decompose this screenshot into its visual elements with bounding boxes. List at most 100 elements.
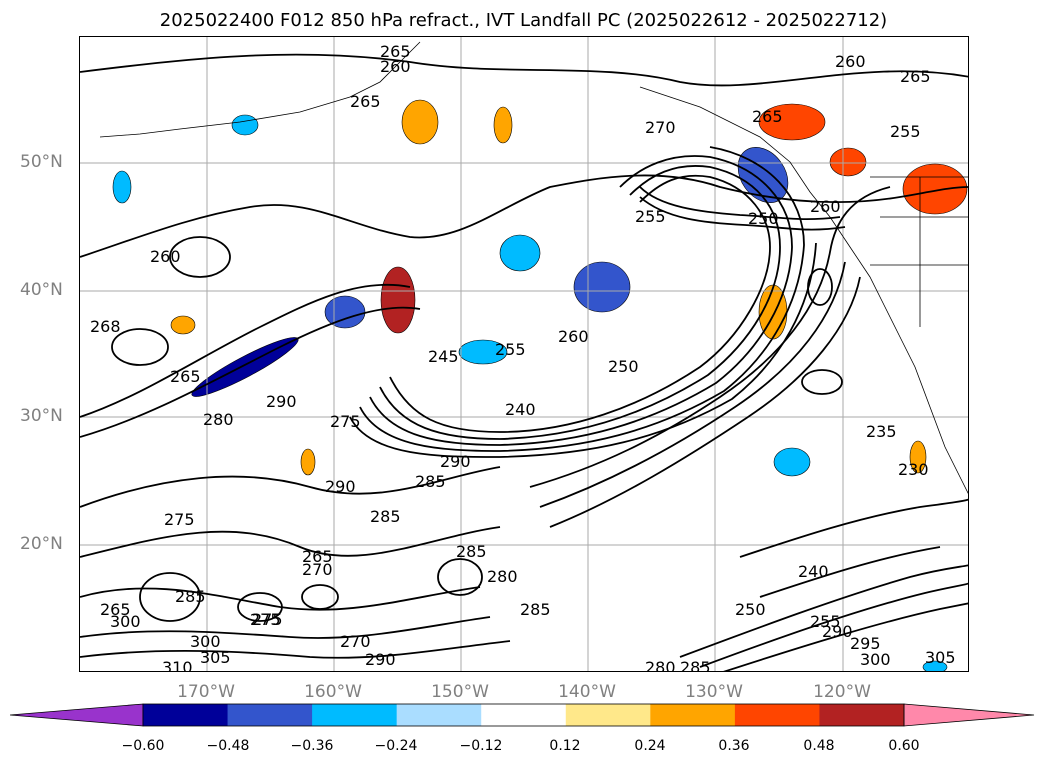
contour-label: 290 xyxy=(266,392,297,411)
lon-label-140w: 140°W xyxy=(558,682,616,702)
map-title: 2025022400 F012 850 hPa refract., IVT La… xyxy=(159,10,888,31)
colorbar-bin xyxy=(396,704,482,726)
colorbar-bin xyxy=(819,704,905,726)
refractivity-contours xyxy=(80,53,968,671)
shade-blob xyxy=(300,448,316,476)
colorbar-extend-high xyxy=(903,703,1035,727)
contour-label: 255 xyxy=(635,207,666,226)
contour-label: 270 xyxy=(645,118,676,137)
contour-label: 275 xyxy=(252,610,283,629)
shade-blob xyxy=(380,266,416,334)
contour-label: 265 xyxy=(900,67,931,86)
lat-label-30n: 30°N xyxy=(20,406,63,426)
contour-label: 260 xyxy=(380,57,411,76)
contour-label: 300 xyxy=(190,632,221,651)
colorbar xyxy=(10,703,1035,727)
contour-label: 250 xyxy=(608,357,639,376)
shade-blob xyxy=(493,106,513,144)
shade-blob xyxy=(737,147,789,203)
contour-label: 300 xyxy=(110,612,141,631)
contour-label: 270 xyxy=(340,632,371,651)
contour-label: 305 xyxy=(200,648,231,667)
contour-label: 310 xyxy=(162,658,193,672)
contour-label: 280 xyxy=(487,567,518,586)
contour-label: 285 xyxy=(415,472,446,491)
contour-label: 265 xyxy=(170,367,201,386)
colorbar-tick: −0.48 xyxy=(206,738,250,754)
colorbar-tick: −0.24 xyxy=(374,738,418,754)
contour-label: 300 xyxy=(860,650,891,669)
colorbar-frame xyxy=(142,703,905,727)
contour-label: 270 xyxy=(302,560,333,579)
contour-label: 265 xyxy=(100,600,131,619)
contour-label: 250 xyxy=(748,209,779,228)
colorbar-tick: 0.36 xyxy=(718,738,750,754)
shade-blob xyxy=(170,315,196,335)
shade-blob xyxy=(773,447,811,477)
colorbar-bin xyxy=(734,704,820,726)
contour-label: 285 xyxy=(520,600,551,619)
contour-label: 268 xyxy=(90,317,121,336)
shade-blob xyxy=(231,114,259,136)
lon-label-160w: 160°W xyxy=(304,682,362,702)
contour-label: 280 xyxy=(203,410,234,429)
contour-label-group: 265 260 265 270 260 265 255 265 255 250 … xyxy=(90,42,956,672)
contour-label: 260 xyxy=(558,327,589,346)
contour-label: 230 xyxy=(898,460,929,479)
contour-label: 260 xyxy=(810,197,841,216)
colorbar-extend-low xyxy=(10,703,144,727)
shade-blob xyxy=(902,163,968,215)
contour-label: 265 xyxy=(380,42,411,61)
contour-label: 295 xyxy=(850,634,881,653)
colorbar-tick: 0.12 xyxy=(549,738,581,754)
lat-label-40n: 40°N xyxy=(20,280,63,300)
colorbar-bin xyxy=(312,704,398,726)
shade-blob xyxy=(829,147,867,177)
contour-label: 250 xyxy=(735,600,766,619)
lon-label-120w: 120°W xyxy=(813,682,871,702)
shade-blob xyxy=(401,99,439,145)
colorbar-bin xyxy=(650,704,736,726)
contour-label: 290 xyxy=(325,477,356,496)
contour-label: 290 xyxy=(822,622,853,641)
contour-label: 290 xyxy=(440,452,471,471)
anomaly-shading xyxy=(112,99,968,671)
colorbar-tick: −0.60 xyxy=(121,738,165,754)
colorbar-tick: −0.12 xyxy=(459,738,503,754)
contour-label: 275 xyxy=(164,510,195,529)
map-canvas: 265 260 265 270 260 265 255 265 255 250 … xyxy=(80,37,968,672)
contour-label: 265 xyxy=(752,107,783,126)
contour-label: 255 xyxy=(810,612,841,631)
shade-blob xyxy=(909,440,927,474)
shade-blob xyxy=(922,660,948,671)
shade-blob xyxy=(499,234,541,272)
colorbar-bin xyxy=(227,704,313,726)
contour-label: 265 xyxy=(302,547,333,566)
coastline xyxy=(99,41,968,494)
contour-label: 260 xyxy=(835,52,866,71)
contour-label: 285 xyxy=(175,587,206,606)
contour-label: 285 xyxy=(370,507,401,526)
contour-label: 235 xyxy=(866,422,897,441)
colorbar-bin xyxy=(143,704,229,726)
contour-label: 285 xyxy=(456,542,487,561)
contour-label: 285 xyxy=(680,658,711,672)
shade-blob xyxy=(112,170,132,204)
contour-label: 265 xyxy=(350,92,381,111)
contour-label: 255 xyxy=(890,122,921,141)
contour-label: 240 xyxy=(505,400,536,419)
lon-label-130w: 130°W xyxy=(685,682,743,702)
contour-label: 305 xyxy=(925,648,956,667)
shade-blob xyxy=(573,261,631,313)
colorbar-tick: −0.36 xyxy=(290,738,334,754)
colorbar-tick: 0.60 xyxy=(888,738,920,754)
colorbar-tick: 0.24 xyxy=(634,738,666,754)
colorbar-bin xyxy=(565,704,651,726)
shade-blob xyxy=(458,339,508,365)
contour-label: 240 xyxy=(798,562,829,581)
contour-label: 260 xyxy=(150,247,181,266)
shade-blob xyxy=(758,103,826,141)
contour-label: 280 xyxy=(645,658,676,672)
colorbar-tick: 0.48 xyxy=(803,738,835,754)
lat-label-20n: 20°N xyxy=(20,534,63,554)
